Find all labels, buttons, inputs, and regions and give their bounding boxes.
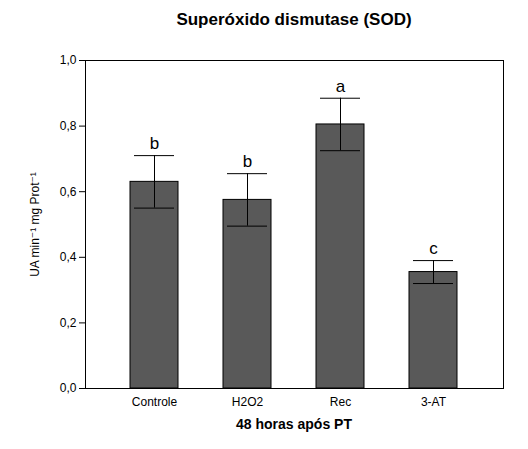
svg-text:UA min⁻¹ mg Prot⁻¹: UA min⁻¹ mg Prot⁻¹ — [28, 172, 42, 277]
svg-text:3-AT: 3-AT — [421, 395, 447, 409]
svg-text:0,6: 0,6 — [60, 185, 77, 199]
svg-text:0,0: 0,0 — [60, 381, 77, 395]
html-text:48 horas após PT: 48 horas após PT — [236, 416, 352, 432]
svg-text:0,4: 0,4 — [60, 250, 77, 264]
svg-text:Controle: Controle — [132, 395, 178, 409]
html-text:Superóxido dismutase (SOD): Superóxido dismutase (SOD) — [176, 10, 412, 29]
svg-text:0,2: 0,2 — [60, 316, 77, 330]
svg-text:H2O2: H2O2 — [232, 395, 264, 409]
svg-text:1,0: 1,0 — [60, 53, 77, 67]
svg-text:c: c — [429, 239, 438, 258]
svg-text:Rec: Rec — [330, 395, 351, 409]
svg-text:0,8: 0,8 — [60, 119, 77, 133]
svg-text:b: b — [243, 152, 252, 171]
svg-text:a: a — [336, 77, 346, 96]
svg-text:b: b — [150, 134, 159, 153]
